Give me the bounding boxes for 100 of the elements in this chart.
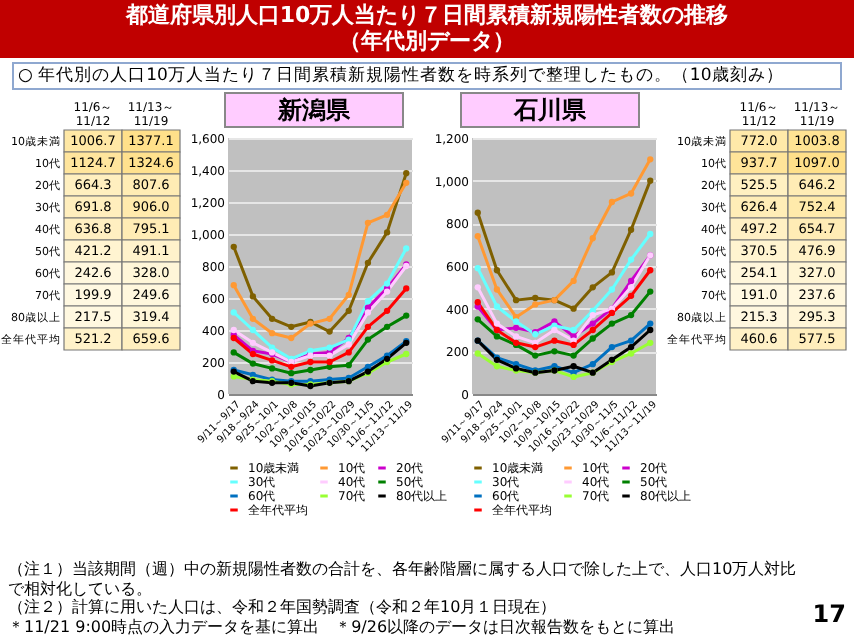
- point: [570, 326, 577, 334]
- point: [364, 259, 372, 266]
- point: [307, 358, 314, 366]
- point: [230, 349, 237, 356]
- point: [268, 365, 276, 372]
- point: [627, 277, 635, 285]
- point: [268, 330, 276, 337]
- point: [627, 226, 635, 233]
- text: （注１）当該期間（週）中の新規陽性者数の合計を、各年齢階層に属する人口で除した上で、人口10万人対比で相対化している。: [8, 560, 798, 597]
- point: [474, 350, 481, 357]
- chart-title: 石川県: [460, 92, 640, 128]
- point: [647, 156, 654, 163]
- point: [532, 352, 539, 359]
- point: [570, 352, 577, 359]
- point: [647, 267, 654, 274]
- point: [403, 245, 410, 252]
- point: [493, 320, 501, 327]
- point: [383, 229, 391, 236]
- point: [383, 211, 391, 218]
- point: [608, 343, 616, 351]
- point: [326, 315, 333, 322]
- point: [383, 323, 391, 330]
- point: [364, 219, 372, 226]
- point: [589, 320, 596, 327]
- point: [307, 366, 314, 374]
- point: [474, 316, 481, 323]
- point: [345, 307, 352, 314]
- point: [627, 343, 635, 351]
- point: [249, 360, 257, 367]
- point: [627, 311, 635, 319]
- point: [551, 337, 558, 344]
- point: [288, 370, 295, 377]
- point: [570, 277, 577, 285]
- point: [474, 284, 481, 291]
- line-series: [474, 177, 654, 312]
- point: [647, 288, 654, 295]
- point: [627, 292, 635, 300]
- point: [364, 363, 372, 370]
- line-series: [474, 288, 654, 359]
- line-series: [230, 312, 410, 377]
- point: [627, 284, 635, 291]
- point: [364, 309, 372, 316]
- point: [249, 371, 257, 378]
- point: [589, 335, 596, 342]
- point: [608, 286, 616, 293]
- point: [403, 179, 410, 186]
- point: [493, 303, 501, 310]
- point: [608, 309, 616, 317]
- point: [532, 294, 539, 302]
- point: [268, 315, 276, 322]
- point: [345, 291, 352, 298]
- point: [249, 339, 257, 346]
- point: [474, 232, 481, 240]
- line-series: [230, 245, 410, 362]
- point: [608, 269, 616, 276]
- point: [589, 360, 596, 368]
- text: （注２）計算に用いた人口は、令和２年国勢調査（令和２年10月１日現在）: [8, 598, 559, 617]
- point: [230, 243, 237, 250]
- point: [493, 286, 501, 293]
- point: [288, 334, 295, 342]
- point: [249, 293, 257, 300]
- point: [627, 256, 635, 263]
- point: [570, 305, 577, 312]
- point: [627, 337, 635, 344]
- point: [647, 320, 654, 327]
- point: [551, 348, 558, 355]
- point: [326, 358, 333, 366]
- point: [345, 362, 352, 369]
- point: [647, 326, 654, 334]
- point: [345, 341, 352, 348]
- text: ○ 年代別の人口10万人当たり７日間累積新規陽性者数を時系列で整理したもの。（10歳刻み）: [12, 62, 842, 90]
- point: [364, 298, 372, 305]
- line-series: [474, 267, 654, 351]
- text: 17: [812, 600, 846, 628]
- point: [249, 315, 257, 322]
- point: [474, 209, 481, 216]
- point: [345, 349, 352, 356]
- point: [570, 341, 577, 349]
- point: [230, 282, 237, 289]
- point: [383, 307, 391, 314]
- point: [474, 264, 481, 272]
- point: [589, 284, 596, 291]
- text: ＊11/21 9:00時点の入力データを基に算出 ＊9/26以降のデータは日次報告数をもとに算出: [8, 617, 678, 636]
- line-series: [230, 285, 410, 370]
- point: [551, 326, 558, 334]
- point: [403, 350, 410, 358]
- point: [288, 323, 295, 330]
- point: [403, 170, 410, 177]
- point: [493, 267, 501, 274]
- point: [364, 336, 372, 343]
- point: [589, 326, 596, 334]
- point: [383, 280, 391, 287]
- point: [589, 235, 596, 242]
- point: [589, 311, 596, 319]
- point: [512, 296, 520, 304]
- point: [570, 373, 577, 381]
- point: [608, 198, 616, 206]
- point: [647, 177, 654, 184]
- point: [532, 301, 539, 308]
- point: [608, 320, 616, 327]
